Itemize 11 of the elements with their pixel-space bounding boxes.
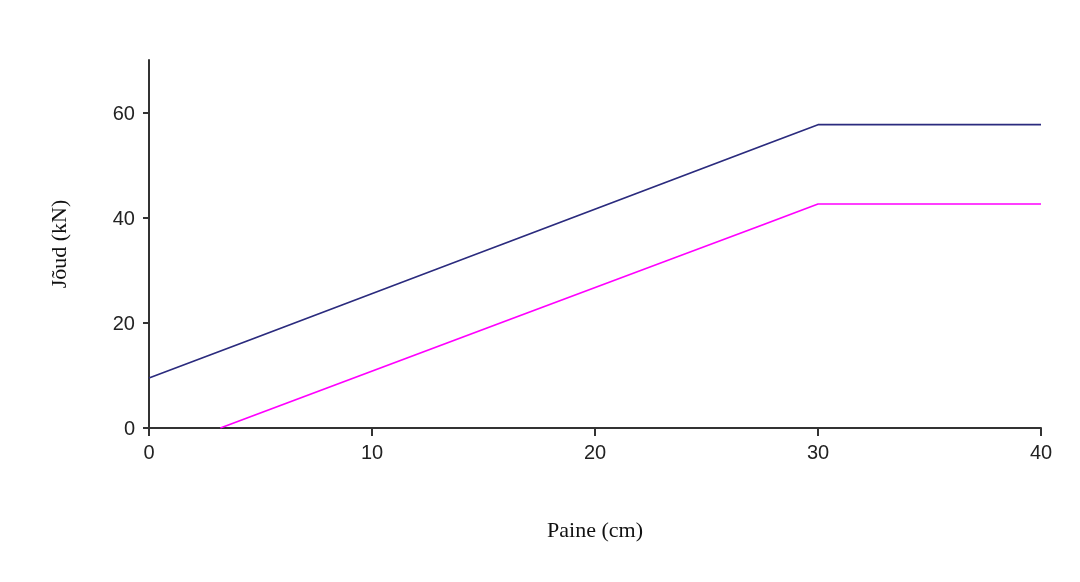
y-tick-label: 40 [112, 206, 135, 229]
y-axis-title: Jõud (kN) [45, 199, 71, 289]
x-tick-label: 0 [143, 441, 155, 463]
x-tick-label: 10 [360, 441, 384, 463]
y-tick-label: 20 [112, 311, 135, 334]
x-tick-label: 20 [583, 441, 607, 463]
y-tick-label: 0 [123, 417, 135, 439]
x-tick-label: 30 [806, 441, 830, 463]
x-tick-label: 40 [1029, 441, 1053, 463]
x-axis-title: Paine (cm) [547, 516, 643, 542]
y-tick-label: 60 [112, 101, 135, 124]
